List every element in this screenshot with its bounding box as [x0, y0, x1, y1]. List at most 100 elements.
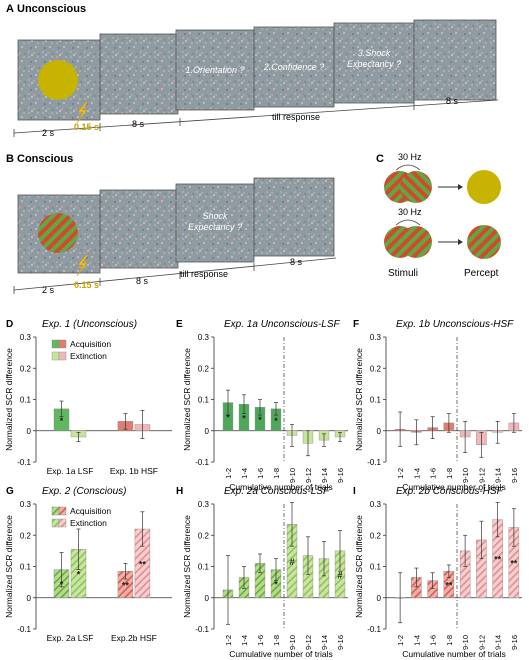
y-tick-label: 0.1 [198, 396, 210, 405]
x-tick-label: Exp. 1b HSF [110, 466, 158, 476]
panel-a: A Unconscious 1.Orientation ? 2.Confiden… [6, 3, 499, 138]
x-axis-label: Cumulative number of trials [402, 482, 505, 492]
y-tick-label: 0.1 [198, 563, 210, 572]
y-tick-label: 0.2 [198, 364, 210, 373]
panel-c: C 30 Hz 30 Hz Stimuli Percept [376, 152, 501, 279]
legend-swatch [51, 506, 60, 516]
panel-letter: A [6, 3, 14, 15]
x-tick-label: Exp.2b HSF [111, 633, 157, 643]
timeline-label: 8 s [290, 257, 303, 267]
y-tick-label: 0.1 [370, 563, 382, 572]
chart-title: Exp. 1b Unconscious-HSF [396, 319, 514, 330]
x-tick-label: 1-8 [445, 468, 454, 479]
stimuli-label: Stimuli [388, 268, 418, 279]
legend-swatch [51, 518, 60, 528]
chart-e: E Exp. 1a Unconscious-LSF Normalized SCR d… [176, 319, 348, 492]
timeline-label: 2 s [42, 285, 55, 295]
question-text: 1.Orientation ? [185, 65, 244, 75]
panel-letter: F [353, 319, 359, 330]
panel-letter: C [376, 153, 384, 165]
legend-label: Extinction [70, 518, 107, 528]
y-tick-label: -0.1 [367, 458, 381, 467]
y-tick-label: 0.3 [20, 333, 32, 342]
x-tick-label: 9-12 [477, 468, 486, 483]
y-tick-label: 0.3 [20, 500, 32, 509]
x-tick-label: 9-10 [288, 468, 297, 483]
panel-letter: H [176, 486, 183, 497]
chart-title: Exp. 1 (Unconscious) [42, 319, 137, 330]
y-tick-label: 0.3 [370, 333, 382, 342]
y-tick-label: 0 [205, 594, 210, 603]
x-tick-label: 1-4 [412, 635, 421, 646]
chart-i: I Exp. 2b Conscious-HSF Normalized SCR dif… [353, 486, 522, 659]
panel-letter: G [6, 486, 14, 497]
grating-right [400, 171, 432, 203]
x-tick-label: 9-12 [477, 635, 486, 650]
significance-marker: * [258, 415, 262, 425]
significance-marker: ** [139, 559, 147, 569]
x-tick-label: 1-6 [429, 635, 438, 646]
screen-4 [253, 177, 335, 257]
shock-lightning-icon [76, 254, 89, 277]
timeline-a [13, 99, 499, 137]
legend-swatch [58, 506, 67, 516]
charts: D Exp. 1 (Unconscious) Normalized SCR diff… [4, 319, 522, 659]
chart-title: Exp. 1a Unconscious-LSF [224, 319, 341, 330]
x-tick-label: 9-12 [304, 468, 313, 483]
chart-h: H Exp. 2a Conscious-LSF Normalized SCR dif… [176, 486, 348, 659]
y-tick-label: 0.2 [198, 531, 210, 540]
y-tick-label: 0.2 [20, 364, 32, 373]
legend-swatch [51, 351, 60, 361]
chart-title: Exp. 2b Conscious-HSF [396, 486, 504, 497]
legend-swatch [51, 339, 60, 349]
significance-marker: * [60, 416, 64, 426]
grating-right [400, 226, 432, 258]
y-axis-label: Normalized SCR difference [182, 348, 192, 451]
x-tick-label: 1-8 [445, 635, 454, 646]
x-axis-label: Cumulative number of trials [229, 482, 332, 492]
x-tick-label: 1-4 [240, 635, 249, 646]
panel-title: Unconscious [17, 3, 86, 15]
x-tick-label: 1-8 [272, 635, 281, 646]
significance-marker: * [60, 580, 64, 590]
screen-5: 3.Shock Expectancy ? [333, 22, 415, 104]
y-axis-label: Normalized SCR difference [4, 515, 14, 618]
y-tick-label: 0 [377, 427, 382, 436]
chart-title: Exp. 2a Conscious-LSF [224, 486, 330, 497]
legend-swatch [58, 339, 67, 349]
x-tick-label: 1-2 [396, 635, 405, 646]
y-tick-label: 0.3 [198, 333, 210, 342]
legend-label: Acquisition [70, 339, 111, 349]
x-tick-label: Exp. 2a LSF [47, 633, 94, 643]
x-tick-label: 9-14 [320, 468, 329, 483]
y-tick-label: 0.3 [198, 500, 210, 509]
x-axis-label: Cumulative number of trials [229, 649, 332, 659]
legend-swatch [58, 351, 67, 361]
x-tick-label: 9-16 [336, 468, 345, 483]
shock-lightning-icon [76, 101, 89, 124]
frequency-label: 30 Hz [398, 207, 422, 217]
x-tick-label: 9-14 [494, 468, 503, 483]
x-tick-label: 1-4 [412, 468, 421, 479]
screen-2 [99, 189, 179, 269]
x-tick-label: 1-2 [224, 635, 233, 646]
chart-g: G Exp. 2 (Conscious) Normalized SCR differ… [4, 486, 172, 643]
screen-3: 1.Orientation ? [175, 29, 255, 111]
frequency-label: 30 Hz [398, 152, 422, 162]
y-tick-label: 0.2 [370, 364, 382, 373]
x-tick-label: 1-4 [240, 468, 249, 479]
y-axis-label: Normalized SCR difference [4, 348, 14, 451]
significance-marker: * [242, 413, 246, 423]
timeline-label: till response [180, 269, 228, 279]
y-axis-label: Normalized SCR difference [182, 515, 192, 618]
y-tick-label: -0.1 [17, 458, 31, 467]
y-tick-label: 0 [377, 594, 382, 603]
x-tick-label: 1-8 [272, 468, 281, 479]
y-tick-label: 0.3 [370, 500, 382, 509]
significance-marker: * [274, 416, 278, 426]
y-tick-label: -0.1 [195, 625, 209, 634]
x-tick-label: 1-2 [224, 468, 233, 479]
x-tick-label: 1-6 [256, 468, 265, 479]
yellow-disc [38, 60, 78, 100]
